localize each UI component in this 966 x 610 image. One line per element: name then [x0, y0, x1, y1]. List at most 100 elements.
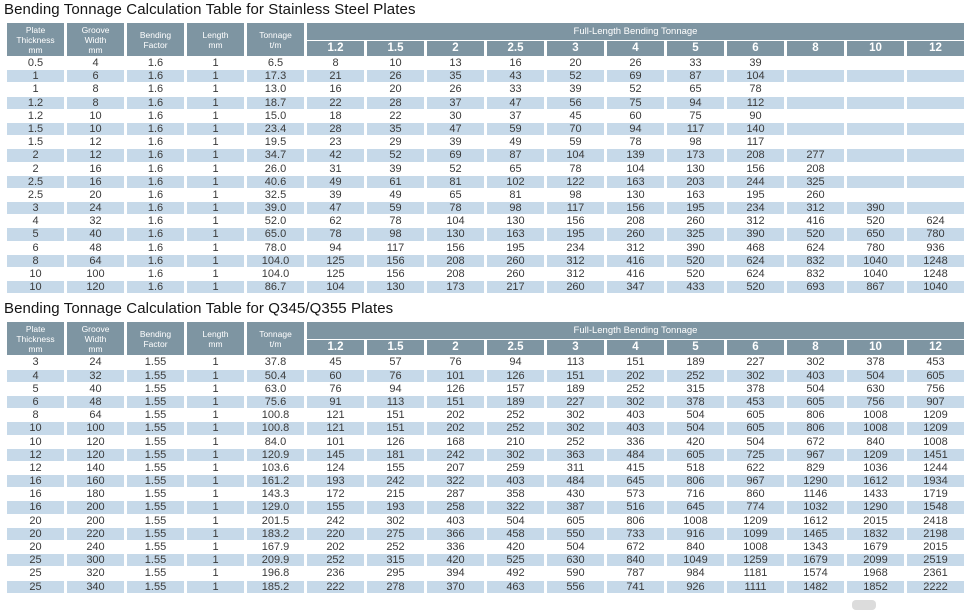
- data-cell: 8: [7, 254, 64, 267]
- data-cell: 90: [727, 109, 784, 122]
- data-cell: [787, 57, 844, 70]
- data-cell: 50.4: [247, 369, 304, 382]
- column-header-line: t/m: [269, 338, 282, 349]
- data-cell: 1.6: [127, 162, 184, 175]
- data-cell: 104: [547, 149, 604, 162]
- data-cell: 1: [187, 541, 244, 554]
- data-cell: 1: [187, 228, 244, 241]
- data-cell: 156: [727, 162, 784, 175]
- data-cell: 806: [667, 475, 724, 488]
- data-cell: [847, 83, 904, 96]
- data-cell: 484: [547, 475, 604, 488]
- data-cell: 1: [187, 461, 244, 475]
- data-cell: 1: [7, 70, 64, 83]
- data-cell: 1.6: [127, 202, 184, 215]
- data-cell: 78: [307, 228, 364, 241]
- data-cell: 32: [67, 369, 124, 382]
- data-cell: 260: [547, 281, 604, 294]
- data-cell: 104: [727, 70, 784, 83]
- data-cell: [787, 136, 844, 149]
- column-header-line: Width: [84, 34, 107, 45]
- data-cell: 630: [547, 554, 604, 567]
- data-cell: 156: [607, 202, 664, 215]
- data-cell: 520: [667, 254, 724, 267]
- data-cell: 37: [487, 109, 544, 122]
- data-cell: 363: [547, 448, 604, 461]
- data-cell: 468: [727, 241, 784, 254]
- data-cell: 172: [307, 488, 364, 501]
- data-cell: 81: [487, 188, 544, 202]
- data-cell: 1.55: [127, 409, 184, 422]
- data-cell: 10: [367, 57, 424, 70]
- data-cell: 832: [787, 254, 844, 267]
- data-cell: 1.6: [127, 109, 184, 122]
- data-cell: 180: [67, 488, 124, 501]
- data-cell: 130: [367, 281, 424, 294]
- data-cell: 1209: [727, 514, 784, 527]
- data-cell: 56: [547, 96, 604, 109]
- data-cell: 1209: [907, 409, 964, 422]
- data-cell: 573: [607, 488, 664, 501]
- length-column-header-10: 10: [847, 340, 904, 356]
- data-cell: 322: [487, 501, 544, 514]
- data-cell: 76: [367, 369, 424, 382]
- data-cell: 20: [7, 541, 64, 554]
- data-cell: 463: [487, 580, 544, 593]
- data-cell: 672: [787, 435, 844, 448]
- data-cell: 1040: [847, 254, 904, 267]
- data-cell: 1181: [727, 567, 784, 580]
- length-column-header-1-2: 1.2: [307, 41, 364, 56]
- data-cell: 13.0: [247, 83, 304, 96]
- data-cell: 181: [367, 448, 424, 461]
- data-cell: 1: [187, 202, 244, 215]
- data-cell: 193: [367, 501, 424, 514]
- data-cell: 12: [7, 448, 64, 461]
- data-cell: 100.8: [247, 422, 304, 435]
- data-cell: 6: [7, 395, 64, 409]
- data-cell: 202: [427, 409, 484, 422]
- data-cell: 504: [847, 369, 904, 382]
- column-header-line: Tonnage: [259, 328, 292, 339]
- data-cell: 61: [367, 175, 424, 188]
- data-cell: 130: [487, 215, 544, 228]
- data-cell: 222: [307, 580, 364, 593]
- length-column-header-5: 5: [667, 340, 724, 356]
- data-cell: 741: [607, 580, 664, 593]
- data-cell: 208: [427, 254, 484, 267]
- data-cell: 244: [727, 175, 784, 188]
- column-header-line: Bending: [139, 328, 172, 339]
- data-cell: 1465: [787, 527, 844, 540]
- data-cell: 236: [307, 567, 364, 580]
- data-cell: 1832: [847, 527, 904, 540]
- data-cell: 87: [487, 149, 544, 162]
- data-cell: 37.8: [247, 356, 304, 369]
- data-cell: 1040: [907, 281, 964, 294]
- data-cell: 78: [607, 136, 664, 149]
- column-header-line: Groove: [81, 24, 110, 35]
- data-cell: 35: [427, 70, 484, 83]
- data-cell: 370: [427, 580, 484, 593]
- data-cell: 430: [547, 488, 604, 501]
- data-cell: 358: [487, 488, 544, 501]
- length-column-header-8: 8: [787, 41, 844, 56]
- data-cell: 840: [607, 554, 664, 567]
- data-cell: 12: [67, 149, 124, 162]
- data-cell: [907, 136, 964, 149]
- data-cell: 302: [367, 514, 424, 527]
- data-cell: 117: [727, 136, 784, 149]
- length-column-header-2-5: 2.5: [487, 41, 544, 56]
- data-cell: 320: [67, 567, 124, 580]
- data-cell: 117: [547, 202, 604, 215]
- data-cell: 25: [7, 554, 64, 567]
- data-cell: 525: [487, 554, 544, 567]
- data-cell: 43: [487, 70, 544, 83]
- data-cell: 112: [727, 96, 784, 109]
- data-cell: 1: [187, 241, 244, 254]
- data-cell: 325: [787, 175, 844, 188]
- data-cell: 100.8: [247, 409, 304, 422]
- data-cell: 1433: [847, 488, 904, 501]
- data-cell: 252: [487, 422, 544, 435]
- data-cell: 49: [367, 188, 424, 202]
- data-cell: 2015: [907, 541, 964, 554]
- data-cell: 0.5: [7, 57, 64, 70]
